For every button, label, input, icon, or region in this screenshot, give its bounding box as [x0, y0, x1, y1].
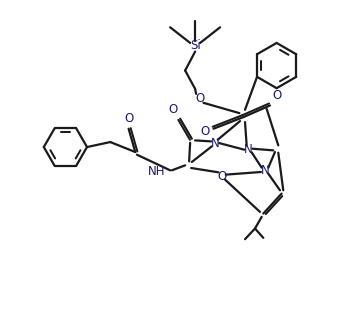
Text: O: O — [217, 170, 226, 183]
Text: N: N — [244, 143, 253, 156]
Text: O: O — [273, 89, 282, 102]
Text: O: O — [168, 103, 177, 116]
Text: NH: NH — [148, 165, 165, 178]
Text: O: O — [200, 125, 210, 138]
Text: N: N — [211, 137, 220, 150]
Text: O: O — [196, 92, 205, 105]
Text: Si: Si — [190, 39, 201, 52]
Text: N: N — [261, 164, 269, 177]
Text: O: O — [124, 112, 133, 125]
